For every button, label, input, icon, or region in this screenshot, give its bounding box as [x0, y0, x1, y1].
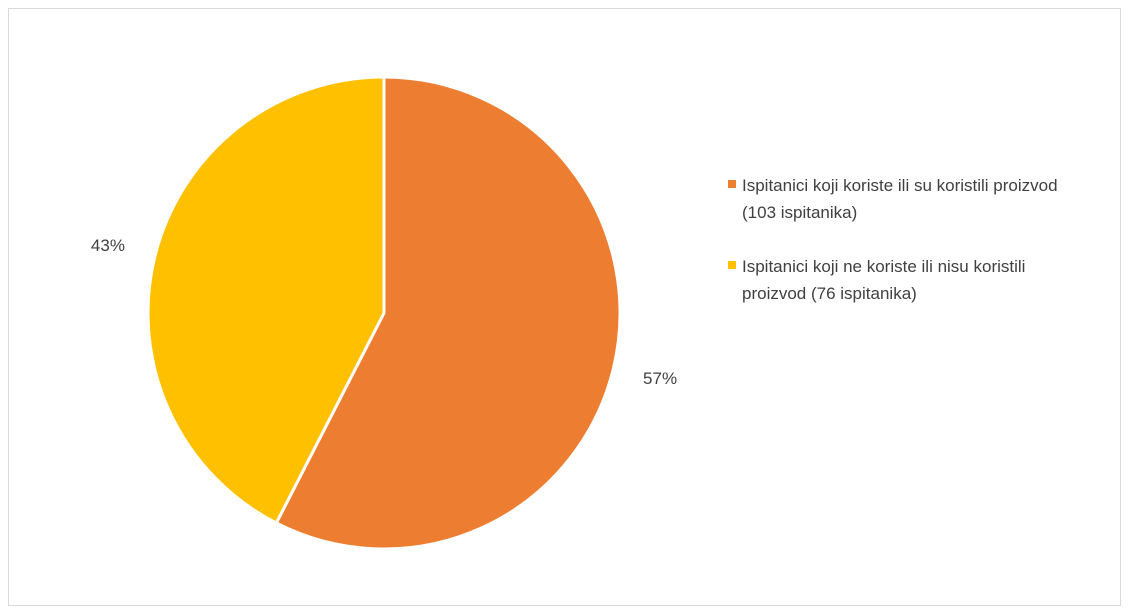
legend-item-not-used: Ispitanici koji ne koriste ili nisu kori…	[728, 255, 1118, 307]
pie-slice-used	[274, 75, 622, 551]
data-label-not-used: 43%	[91, 236, 125, 255]
pie-slice-not-used	[146, 75, 386, 525]
legend-label-not-used: Ispitanici koji ne koriste ili nisu kori…	[742, 257, 1026, 303]
legend-swatch-used	[728, 180, 736, 188]
legend-label-used: Ispitanici koji koriste ili su koristili…	[742, 176, 1058, 222]
legend-item-used: Ispitanici koji koriste ili su koristili…	[728, 174, 1118, 226]
data-label-used: 57%	[643, 369, 677, 388]
legend: Ispitanici koji koriste ili su koristili…	[728, 174, 1118, 336]
legend-swatch-not-used	[728, 261, 736, 269]
